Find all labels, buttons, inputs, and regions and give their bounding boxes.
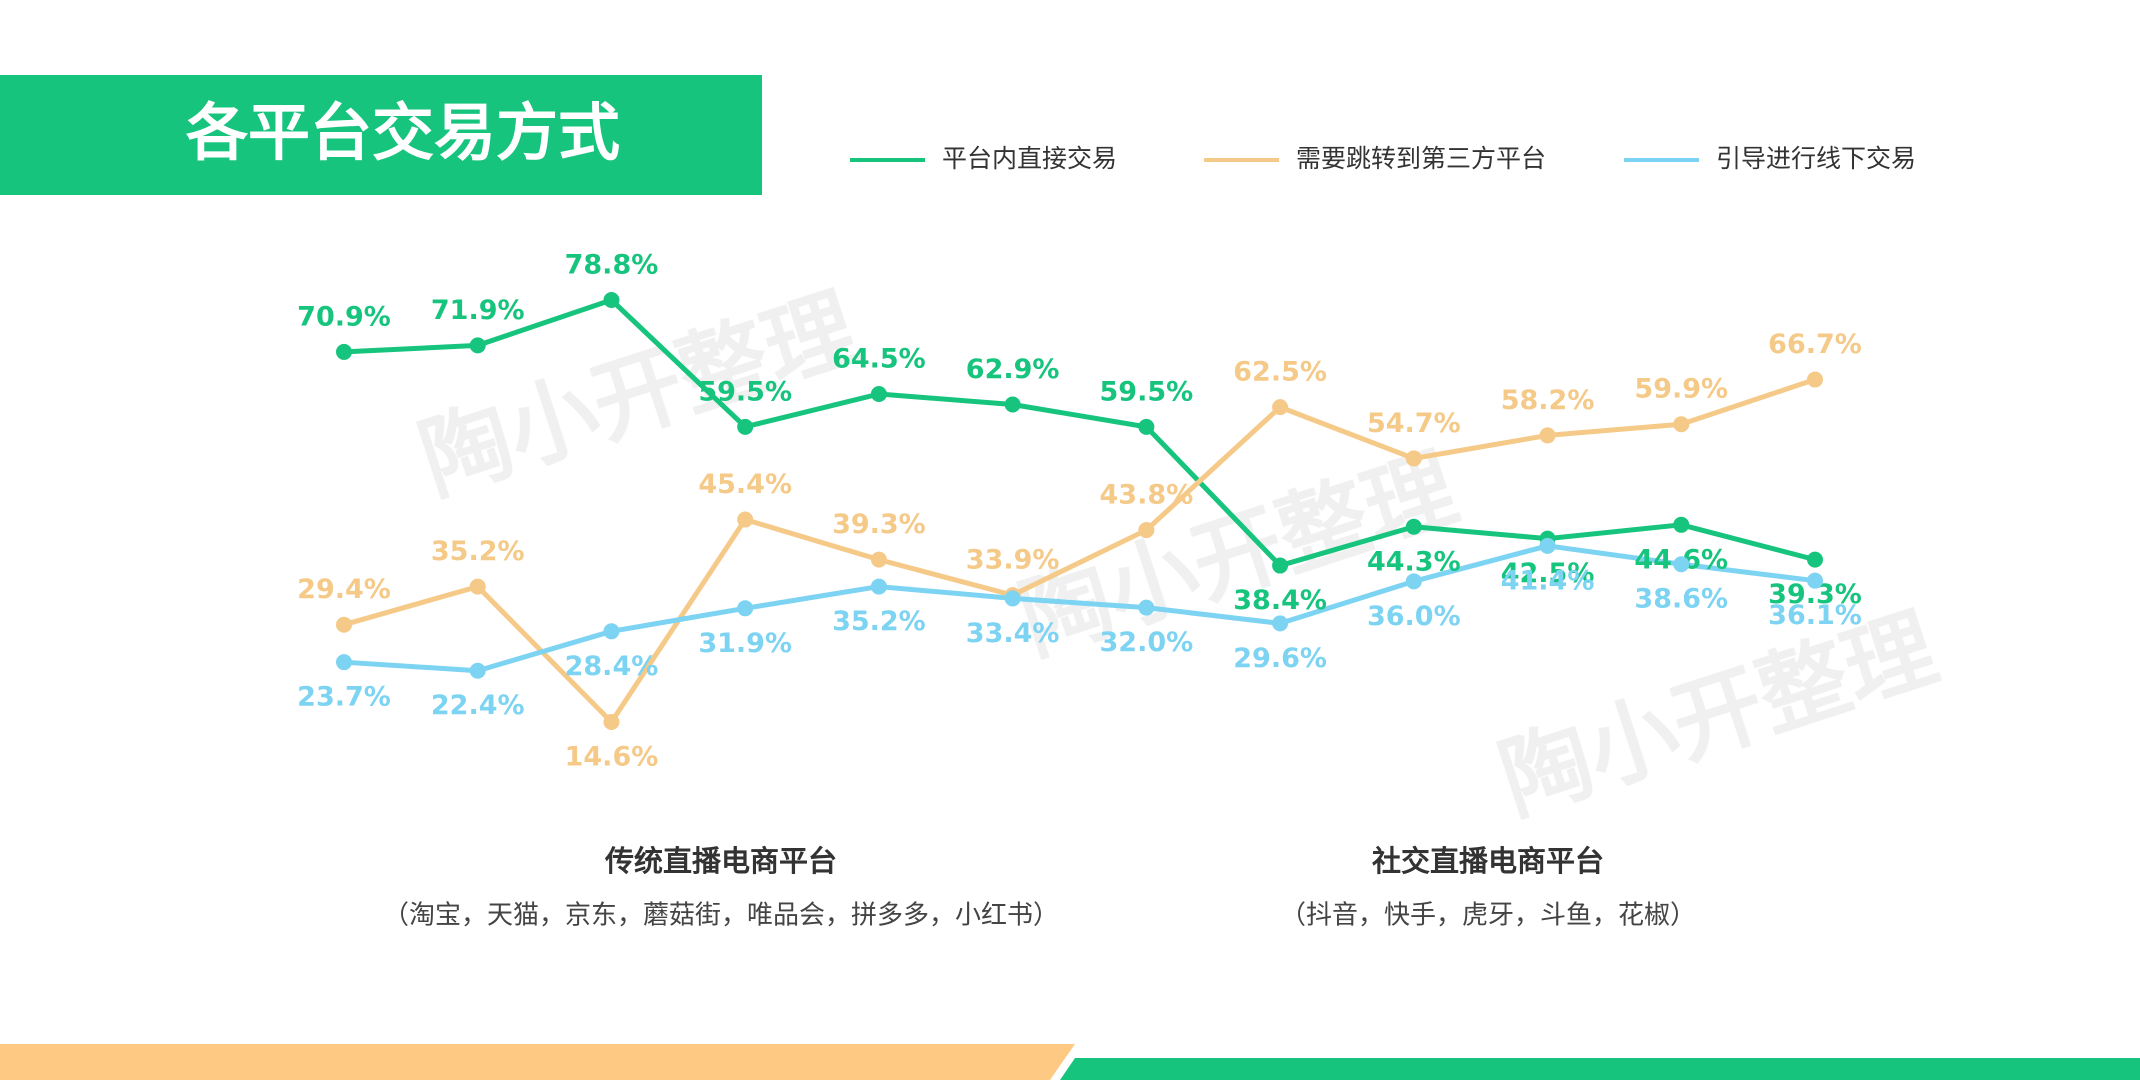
data-point [1673, 556, 1690, 573]
data-point [336, 343, 352, 360]
data-point [1673, 516, 1690, 533]
data-label: 38.4% [1233, 585, 1327, 616]
group-title: 社交直播电商平台 [1372, 844, 1604, 878]
data-point [1673, 416, 1690, 433]
data-label: 78.8% [565, 250, 659, 281]
chart-title: 各平台交易方式 [186, 96, 620, 169]
data-point [1138, 522, 1155, 539]
data-label: 70.9% [297, 301, 391, 332]
data-label: 28.4% [565, 651, 659, 682]
legend-label: 需要跳转到第三方平台 [1296, 144, 1546, 173]
data-point [870, 578, 887, 595]
legend-label: 平台内直接交易 [942, 144, 1117, 173]
data-point [1272, 615, 1289, 632]
data-label: 44.3% [1367, 546, 1461, 577]
data-point [1405, 573, 1422, 590]
data-point [1539, 537, 1556, 554]
data-point [1405, 518, 1422, 535]
data-point [737, 418, 754, 435]
data-point [603, 714, 620, 730]
data-point [1004, 396, 1021, 413]
data-point [603, 292, 620, 308]
data-label: 36.0% [1367, 601, 1461, 632]
data-point [737, 600, 754, 617]
data-label: 59.5% [1100, 376, 1194, 407]
data-point [469, 578, 486, 595]
series-line [343, 377, 1816, 725]
data-point [737, 511, 754, 528]
series-line [343, 297, 1816, 569]
data-label: 31.9% [698, 628, 792, 659]
data-label: 32.0% [1100, 627, 1194, 658]
data-label: 42.5% [1501, 558, 1595, 589]
data-label: 59.5% [698, 376, 792, 407]
legend-label: 引导进行线下交易 [1716, 144, 1916, 173]
data-label: 54.7% [1367, 408, 1461, 439]
data-label: 71.9% [431, 295, 525, 326]
data-point [1138, 418, 1155, 435]
data-point [469, 337, 486, 354]
data-label: 43.8% [1100, 480, 1194, 511]
data-point [1405, 450, 1422, 467]
footer-bar-orange [0, 1044, 1075, 1080]
data-label: 33.4% [966, 618, 1060, 649]
data-label: 64.5% [832, 343, 926, 374]
data-point [1539, 427, 1556, 444]
data-label: 33.9% [966, 545, 1060, 576]
watermark: 陶小开整理 [1488, 595, 1948, 834]
data-label: 62.5% [1233, 357, 1327, 388]
data-point [603, 623, 620, 640]
data-label: 35.2% [832, 606, 926, 637]
data-point [336, 654, 352, 671]
data-label: 14.6% [565, 742, 659, 773]
group-title: 传统直播电商平台 [604, 844, 837, 878]
data-label: 59.9% [1634, 374, 1728, 405]
data-label: 36.1% [1768, 600, 1862, 631]
data-label: 66.7% [1768, 329, 1862, 360]
data-point [1807, 371, 1823, 388]
data-label: 62.9% [966, 354, 1060, 385]
data-label: 58.2% [1501, 385, 1595, 416]
footer-bar-green [1060, 1058, 2140, 1080]
data-label: 41.4% [1501, 565, 1595, 596]
data-label: 22.4% [431, 690, 525, 721]
data-label: 29.4% [297, 574, 391, 605]
data-label: 29.6% [1233, 643, 1327, 674]
data-point [1272, 399, 1289, 416]
data-label: 45.4% [698, 469, 792, 500]
data-point [1138, 599, 1155, 616]
series-line [343, 543, 1816, 674]
data-point [336, 616, 352, 633]
data-point [1272, 557, 1289, 574]
data-point [870, 551, 887, 568]
data-label: 35.2% [431, 536, 525, 567]
data-label: 39.3% [832, 509, 926, 540]
data-label: 38.6% [1634, 584, 1728, 615]
data-point [1807, 572, 1823, 589]
data-point [870, 385, 887, 402]
data-label: 23.7% [297, 682, 391, 713]
group-subtitle: （淘宝，天猫，京东，蘑菇街，唯品会，拼多多，小红书） [383, 901, 1059, 931]
data-point [1807, 551, 1823, 568]
data-point [1004, 590, 1021, 607]
title-bar [0, 75, 762, 195]
data-point [469, 662, 486, 679]
group-subtitle: （抖音，快手，虎牙，斗鱼，花椒） [1280, 901, 1696, 931]
